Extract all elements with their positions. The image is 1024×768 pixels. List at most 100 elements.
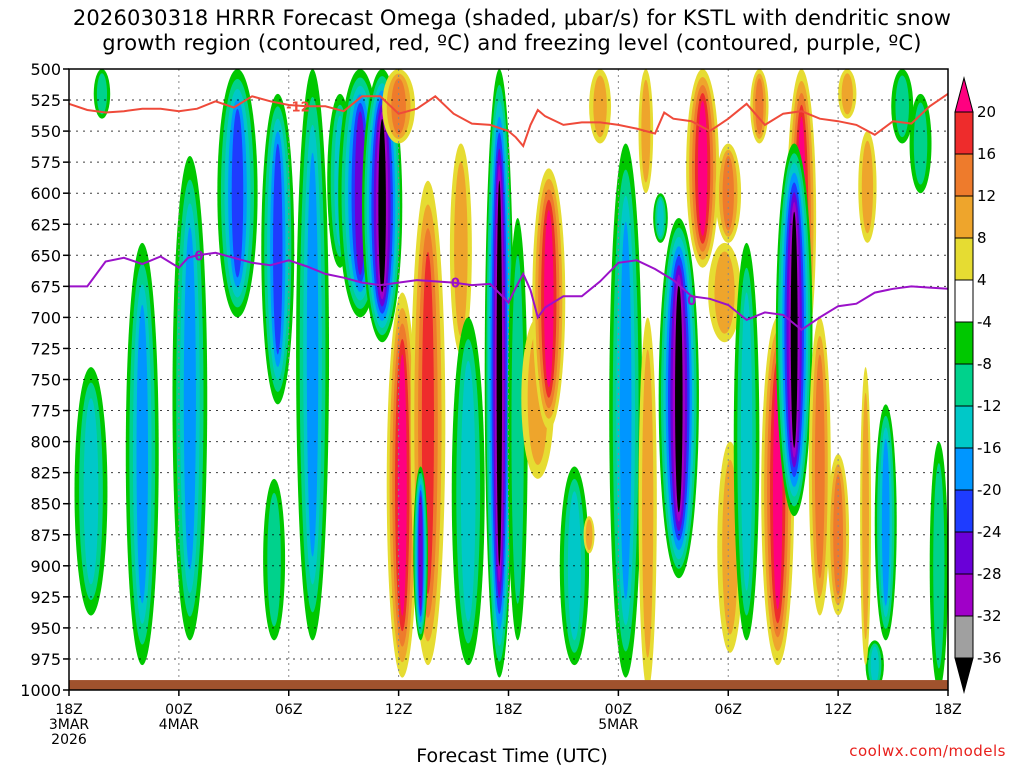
- omega-cell-7-1: [267, 492, 281, 627]
- omega-cell-2-3: [136, 304, 148, 604]
- colorbar-swatch-3: [954, 195, 974, 239]
- colorbar-label-7: -12: [977, 397, 1002, 415]
- surface-terrain-band: [69, 680, 948, 690]
- y-tick-label-13: 825: [30, 464, 61, 483]
- omega-cell-6-3: [306, 152, 319, 557]
- colorbar-swatch-6: [954, 321, 974, 365]
- y-tick-label-3: 575: [30, 153, 61, 172]
- y-tick-label-16: 900: [30, 557, 61, 576]
- omega-cell-40-1: [841, 73, 853, 115]
- y-tick-label-6: 650: [30, 246, 61, 265]
- x-tick-label-5-0: 00Z: [605, 702, 632, 718]
- omega-cell-42-3: [881, 438, 890, 606]
- chart-title: 2026030318 HRRR Forecast Omega (shaded, …: [0, 6, 1024, 56]
- colorbar-swatch-4: [954, 237, 974, 281]
- omega-cell-37-7: [790, 211, 798, 448]
- y-tick-label-4: 600: [30, 184, 61, 203]
- y-tick-label-15: 875: [30, 526, 61, 545]
- colorbar-label-11: -28: [977, 565, 1002, 583]
- omega-cell-14-5: [418, 496, 423, 611]
- chart-title-line-2: growth region (contoured, red, ºC) and f…: [102, 31, 922, 55]
- colorbar-swatch-10: [954, 489, 974, 533]
- omega-cell-12-4: [397, 354, 407, 616]
- colorbar-label-6: -8: [977, 355, 992, 373]
- colorbar-label-13: -36: [977, 649, 1002, 667]
- omega-cell-10-7: [378, 119, 386, 293]
- x-tick-label-5-1: 5MAR: [598, 717, 639, 733]
- colorbar-label-3: 8: [977, 229, 987, 247]
- omega-cell-1-2: [83, 398, 99, 585]
- omega-cell-39-2: [833, 474, 844, 596]
- freezing-level-contour-line: [69, 251, 948, 332]
- y-tick-label-11: 775: [30, 402, 61, 421]
- colorbar-label-10: -24: [977, 523, 1002, 541]
- x-tick-label-3-0: 12Z: [385, 702, 412, 718]
- y-tick-label-1: 525: [30, 91, 61, 110]
- omega-cell-45-1: [895, 75, 909, 138]
- omega-cell-29-4: [697, 100, 708, 236]
- freezing-contour-label-1: 0: [194, 249, 203, 264]
- colorbar-label-4: 4: [977, 271, 987, 289]
- colorbar-label-12: -32: [977, 607, 1002, 625]
- omega-cell-43-2: [870, 646, 879, 684]
- x-tick-label-6-0: 06Z: [715, 702, 742, 718]
- omega-cell-28-7: [675, 284, 683, 513]
- omega-cell-20-4: [544, 210, 554, 388]
- freezing-contour-label-2: 0: [451, 277, 460, 292]
- omega-shading: [74, 69, 948, 690]
- x-tick-label-1-1: 4MAR: [159, 717, 200, 733]
- y-tick-label-5: 625: [30, 215, 61, 234]
- omega-cell-46-1: [913, 102, 928, 185]
- dgz-contour-line: [69, 92, 948, 148]
- plot-axes: 500 525 550 575 600 625 650 675 700 725 750 775 800 8…: [20, 60, 961, 748]
- x-tick-label-0-1: 3MAR: [49, 717, 90, 733]
- omega-cell-0-1: [96, 73, 108, 115]
- x-tick-label-0-2: 2026: [51, 732, 87, 748]
- x-tick-label-4-0: 18Z: [495, 702, 522, 718]
- y-tick-label-10: 750: [30, 371, 61, 390]
- omega-cell-23-1: [593, 75, 607, 138]
- x-tick-label-0-0: 18Z: [55, 702, 82, 718]
- omega-cell-41-1: [861, 140, 874, 234]
- omega-cell-27-2: [657, 199, 664, 237]
- x-tick-label-2-0: 06Z: [275, 702, 302, 718]
- y-tick-label-12: 800: [30, 433, 61, 452]
- y-tick-label-9: 725: [30, 339, 61, 358]
- omega-cell-5-4: [273, 143, 283, 355]
- colorbar: 20 16 12 8 4 -4 -8 -12 -16 -20 -24 -28 -32 -36: [954, 76, 1002, 694]
- colorbar-top-arrow: [954, 76, 974, 113]
- colorbar-label-1: 16: [977, 145, 996, 163]
- colorbar-swatch-13: [954, 615, 974, 659]
- omega-cell-18-1: [511, 254, 524, 604]
- colorbar-bottom-arrow: [954, 657, 974, 694]
- y-tick-label-7: 675: [30, 277, 61, 296]
- colorbar-swatch-11: [954, 531, 974, 575]
- colorbar-swatch-7: [954, 363, 974, 407]
- dgz-contour-label: -12: [286, 100, 310, 115]
- omega-cell-15-1: [454, 161, 468, 337]
- colorbar-swatch-2: [954, 153, 974, 197]
- y-tick-label-14: 850: [30, 495, 61, 514]
- x-tick-label-1-0: 00Z: [165, 702, 192, 718]
- omega-cell-24-3: [619, 221, 632, 600]
- contours: -12 0 0 0: [69, 92, 948, 332]
- y-tick-label-19: 975: [30, 650, 61, 669]
- colorbar-swatch-1: [954, 111, 974, 155]
- y-tick-label-2: 550: [30, 122, 61, 141]
- y-tick-label-8: 700: [30, 308, 61, 327]
- freezing-contour-label-3: 0: [687, 294, 696, 309]
- colorbar-swatch-9: [954, 447, 974, 491]
- y-tick-label-20: 1000: [20, 681, 61, 700]
- colorbar-swatch-5: [954, 279, 974, 323]
- site-credit[interactable]: coolwx.com/models: [849, 742, 1006, 760]
- omega-cell-33-2: [740, 292, 753, 591]
- omega-cell-17-7: [496, 180, 503, 567]
- chart-title-line-1: 2026030318 HRRR Forecast Omega (shaded, …: [72, 6, 952, 30]
- y-tick-label-0: 500: [30, 60, 61, 79]
- x-tick-label-7-0: 12Z: [824, 702, 851, 718]
- omega-cell-22-1: [585, 519, 593, 551]
- colorbar-label-0: 20: [977, 103, 996, 121]
- colorbar-label-9: -20: [977, 481, 1002, 499]
- y-tick-label-18: 950: [30, 619, 61, 638]
